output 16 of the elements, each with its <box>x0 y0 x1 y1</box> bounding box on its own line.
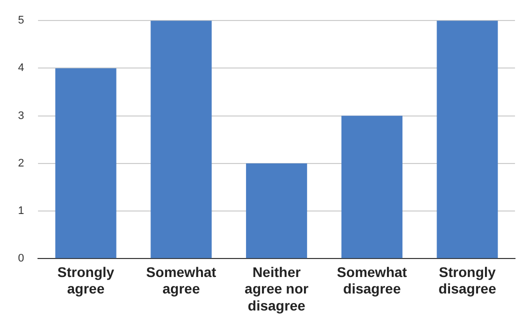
y-tick-label: 1 <box>18 205 24 218</box>
x-tick-label: Somewhat disagree <box>336 264 408 297</box>
y-tick-label: 5 <box>18 14 24 27</box>
bar <box>246 163 308 258</box>
x-tick-label: Somewhat agree <box>146 264 217 297</box>
y-tick-label: 2 <box>18 157 24 170</box>
bar <box>341 116 402 258</box>
bar <box>436 20 498 258</box>
x-tick-label: Strongly disagree <box>438 264 496 297</box>
y-tick-label: 4 <box>18 62 24 74</box>
x-tick-label: Strongly agree <box>57 264 114 297</box>
bar <box>150 20 212 258</box>
y-tick-label: 0 <box>18 252 24 265</box>
x-tick-label: Neither agree nor disagree <box>244 264 310 314</box>
y-tick-label: 3 <box>18 110 24 122</box>
bar <box>55 68 116 258</box>
